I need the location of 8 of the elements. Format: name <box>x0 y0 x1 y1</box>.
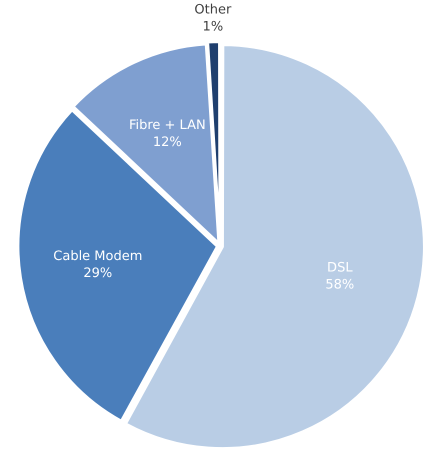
slice-label: Other <box>194 2 232 18</box>
data-label: 29% <box>83 266 112 282</box>
slice-label: Fibre + LAN <box>128 118 206 133</box>
data-label: 12% <box>152 134 182 150</box>
data-label: 1% <box>202 19 224 34</box>
slice-label: DSL <box>327 260 354 276</box>
slice-label: Cable Modem <box>53 249 142 264</box>
data-label: 58% <box>325 278 354 293</box>
